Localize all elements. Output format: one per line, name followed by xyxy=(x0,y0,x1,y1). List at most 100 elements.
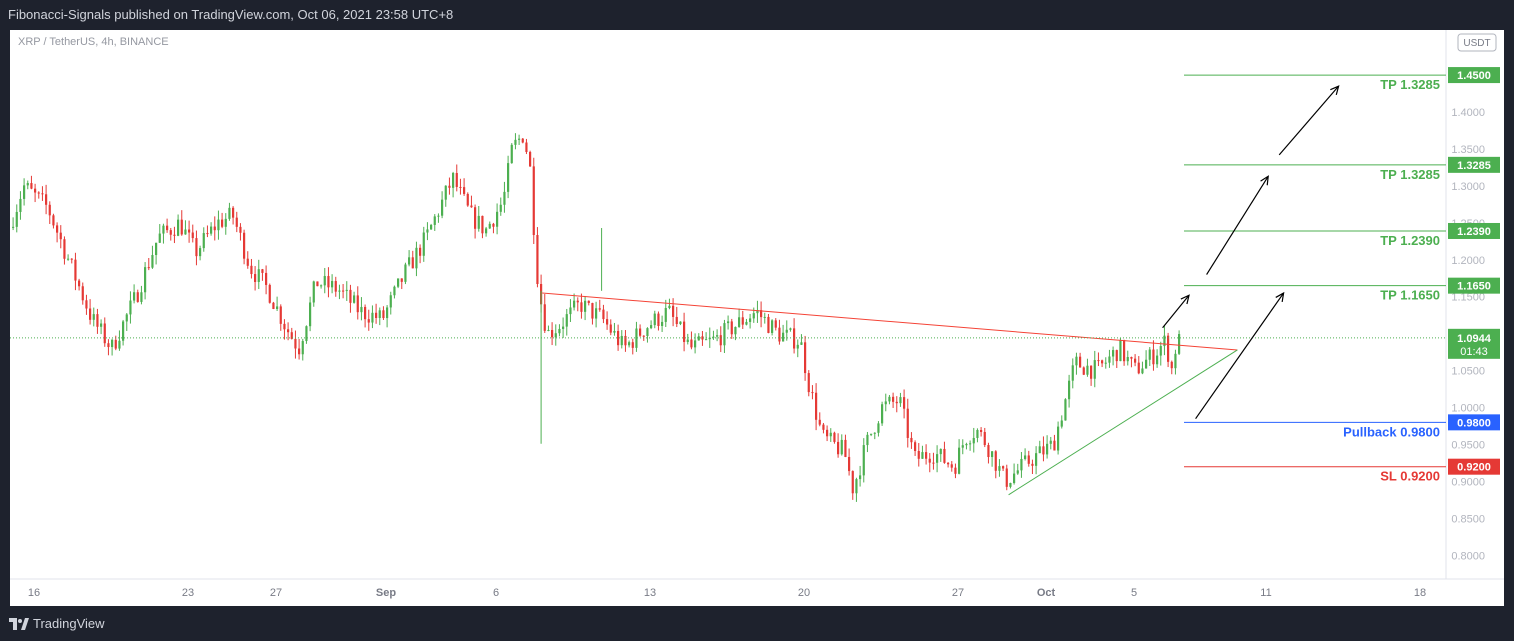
resistance-trendline[interactable] xyxy=(542,292,1238,351)
candle-body xyxy=(496,211,499,227)
candle-body xyxy=(411,257,414,269)
candle-body xyxy=(96,314,99,327)
projection-arrow[interactable] xyxy=(1195,292,1285,420)
candle-body xyxy=(653,313,656,326)
candle-body xyxy=(202,233,205,249)
candle-body xyxy=(873,432,876,434)
candle-body xyxy=(1024,455,1027,459)
candle-body xyxy=(45,194,48,205)
candle-body xyxy=(1038,446,1041,454)
candle-body xyxy=(785,329,788,333)
candle-body xyxy=(74,259,77,281)
projection-arrow[interactable] xyxy=(1278,85,1340,156)
candle-body xyxy=(650,325,653,329)
candle-body xyxy=(624,335,627,346)
candle-body xyxy=(327,276,330,288)
candle-body xyxy=(510,144,513,164)
candle-body xyxy=(708,337,711,340)
candle-body xyxy=(147,267,150,269)
candle-body xyxy=(224,218,227,227)
projection-arrow[interactable] xyxy=(1206,175,1269,275)
level-price-badge xyxy=(1448,67,1500,84)
candle-body xyxy=(840,439,843,455)
candle-body xyxy=(415,247,418,269)
candle-body xyxy=(554,333,557,338)
candle-body xyxy=(290,332,293,339)
candle-body xyxy=(301,341,304,355)
candle-body xyxy=(367,319,370,323)
candle-body xyxy=(360,306,363,313)
y-tick-label: 1.0500 xyxy=(1451,366,1485,378)
candle-body xyxy=(774,320,777,328)
candle-body xyxy=(562,326,565,329)
candle-body xyxy=(444,185,447,200)
level-price-badge xyxy=(1448,458,1500,475)
candle-body xyxy=(998,466,1001,471)
candle-body xyxy=(558,328,561,334)
candle-body xyxy=(364,306,367,320)
candle-body xyxy=(939,448,942,455)
candle-body xyxy=(1068,380,1071,400)
currency-badge[interactable] xyxy=(1457,33,1497,52)
candle-body xyxy=(257,269,260,282)
candle-body xyxy=(261,269,264,273)
candle-body xyxy=(859,475,862,480)
candle-body xyxy=(37,192,40,194)
candle-body xyxy=(294,338,297,349)
candle-body xyxy=(679,321,682,325)
candle-body xyxy=(815,392,818,420)
candle-body xyxy=(184,229,187,235)
candle-body xyxy=(103,323,106,344)
candle-body xyxy=(789,328,792,330)
candle-body xyxy=(1035,453,1038,466)
candle-body xyxy=(646,328,649,337)
candle-body xyxy=(1156,355,1159,365)
candle-body xyxy=(169,230,172,235)
currency-label[interactable]: USDT xyxy=(1463,38,1490,49)
candle-body xyxy=(811,392,814,394)
candle-body xyxy=(393,286,396,296)
candle-body xyxy=(422,232,425,256)
candlestick-chart[interactable]: XRP / TetherUS, 4h, BINANCE USDT 1.4000 1.3… xyxy=(10,30,1504,606)
x-tick-label: 23 xyxy=(182,587,194,599)
candle-body xyxy=(518,138,521,140)
candle-body xyxy=(1167,335,1170,362)
candle-body xyxy=(617,330,620,346)
candle-body xyxy=(111,339,114,348)
candle-body xyxy=(1115,350,1118,362)
candle-body xyxy=(529,151,532,167)
candle-body xyxy=(591,302,594,319)
candle-body xyxy=(862,445,865,476)
candle-body xyxy=(213,226,216,231)
support-trendline[interactable] xyxy=(1008,349,1238,496)
y-tick-label: 0.9500 xyxy=(1451,440,1485,452)
candle-body xyxy=(928,458,931,463)
candle-body xyxy=(323,276,326,286)
tradingview-logo-icon[interactable] xyxy=(9,617,29,631)
candle-body xyxy=(107,343,110,348)
candle-body xyxy=(312,281,315,303)
candle-body xyxy=(1104,362,1107,364)
candle-body xyxy=(419,247,422,256)
candle-body xyxy=(818,419,821,425)
chart-frame: XRP / TetherUS, 4h, BINANCE USDT 1.4000 1.3… xyxy=(10,30,1504,606)
candle-body xyxy=(287,329,290,333)
candle-body xyxy=(686,339,689,342)
candle-body xyxy=(470,205,473,208)
candle-body xyxy=(1046,443,1049,455)
candle-body xyxy=(972,437,975,444)
candle-body xyxy=(217,219,220,231)
candle-body xyxy=(965,443,968,446)
candle-body xyxy=(100,323,103,327)
candle-body xyxy=(477,215,480,229)
projection-arrow[interactable] xyxy=(1162,294,1190,329)
tradingview-brand[interactable]: TradingView xyxy=(33,616,105,631)
candle-body xyxy=(378,310,381,318)
candle-body xyxy=(386,307,389,319)
candle-body xyxy=(452,172,455,188)
candle-body xyxy=(525,142,528,152)
candle-body xyxy=(70,258,73,260)
candle-body xyxy=(635,328,638,348)
candle-body xyxy=(752,313,755,319)
candle-body xyxy=(870,433,873,435)
